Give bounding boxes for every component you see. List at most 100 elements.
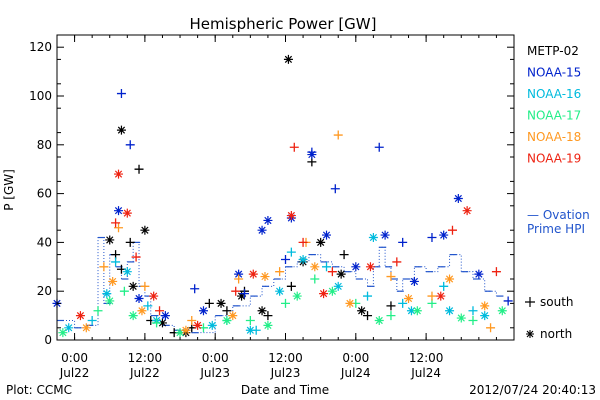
noaa-19-north-point (248, 269, 258, 279)
metp-02-south-point (125, 237, 135, 247)
noaa-16-south-point (322, 262, 332, 272)
noaa-16-north-point (275, 286, 285, 296)
noaa-17-south-point (93, 306, 103, 316)
noaa-19-north-point (462, 206, 472, 216)
legend-north-label: north (540, 327, 572, 341)
noaa-17-north-point (222, 315, 232, 325)
y-tick-label: 0 (44, 333, 52, 347)
noaa-19-north-point (114, 169, 124, 179)
noaa-17-south-point (152, 318, 162, 328)
plot-axes: 0204060801001200:00Jul2212:00Jul220:00Ju… (29, 34, 515, 380)
legend-noaa-18: NOAA-18 (527, 130, 581, 144)
metp-02-south-point (134, 164, 144, 174)
x-tick-time-label: 0:00 (202, 351, 229, 365)
noaa-19-north-point (122, 208, 132, 218)
metp-02-north-point (105, 235, 115, 245)
legend-noaa-15: NOAA-15 (527, 66, 581, 80)
noaa-16-south-point (143, 301, 153, 311)
noaa-15-north-point (351, 262, 361, 272)
noaa-17-north-point (497, 306, 507, 316)
legend-north-marker (526, 330, 534, 338)
noaa-18-south-point (275, 267, 285, 277)
noaa-16-north-point (64, 323, 74, 333)
y-tick-label: 100 (29, 89, 52, 103)
ovation-legend-line1: — Ovation (527, 208, 590, 222)
y-tick-label: 40 (37, 235, 52, 249)
noaa-18-south-point (140, 281, 150, 291)
noaa-18-north-point (81, 323, 91, 333)
noaa-16-north-point (102, 289, 112, 299)
noaa-18-south-point (114, 223, 124, 233)
noaa-19-south-point (447, 225, 457, 235)
ovation-step-line (57, 237, 497, 334)
noaa-15-north-point (257, 225, 267, 235)
metp-02-south-point (222, 306, 232, 316)
noaa-17-north-point (105, 296, 115, 306)
noaa-16-south-point (111, 257, 121, 267)
metp-02-north-point (140, 225, 150, 235)
noaa-16-south-point (87, 315, 97, 325)
y-tick-label: 60 (37, 187, 52, 201)
noaa-15-north-point (322, 230, 332, 240)
y-tick-label: 120 (29, 40, 52, 54)
noaa-19-north-point (286, 211, 296, 221)
noaa-15-north-point (114, 206, 124, 216)
noaa-15-north-point (380, 230, 390, 240)
noaa-18-north-point (228, 311, 238, 321)
noaa-16-north-point (406, 306, 416, 316)
noaa-15-south-point (330, 184, 340, 194)
noaa-15-north-point (134, 294, 144, 304)
noaa-17-north-point (175, 328, 185, 338)
noaa-15-north-point (409, 276, 419, 286)
noaa-15-south-point (125, 140, 135, 150)
noaa-15-south-point (427, 233, 437, 243)
noaa-19-south-point (289, 142, 299, 152)
metp-02-south-point (363, 311, 373, 321)
noaa-17-south-point (468, 315, 478, 325)
noaa-16-north-point (298, 254, 308, 264)
noaa-19-north-point (436, 291, 446, 301)
noaa-19-north-point (75, 311, 85, 321)
noaa-16-north-point (207, 320, 217, 330)
noaa-17-north-point (292, 291, 302, 301)
noaa-17-south-point (119, 286, 129, 296)
metp-02-south-point (339, 250, 349, 260)
metp-02-north-point (157, 318, 167, 328)
footer-source: Plot: CCMC (6, 383, 72, 397)
noaa-15-north-point (198, 306, 208, 316)
noaa-15-south-point (190, 284, 200, 294)
noaa-17-north-point (412, 306, 422, 316)
noaa-19-south-point (491, 267, 501, 277)
x-tick-date-label: Jul23 (199, 366, 230, 380)
noaa-15-north-point (439, 230, 449, 240)
metp-02-north-point (116, 125, 126, 135)
metp-02-south-point (386, 301, 396, 311)
noaa-19-south-point (327, 267, 337, 277)
noaa-17-north-point (456, 313, 466, 323)
ovation-series (57, 236, 504, 334)
footer-timestamp: 2012/07/24 20:40:13 (469, 383, 596, 397)
noaa-15-north-point (474, 269, 484, 279)
noaa-15-north-point (234, 269, 244, 279)
noaa-19-south-point (131, 252, 141, 262)
noaa-15-north-point (263, 215, 273, 225)
noaa-16-south-point (439, 281, 449, 291)
noaa-19-north-point (319, 289, 329, 299)
noaa-15-south-point (116, 89, 126, 99)
noaa-17-north-point (263, 320, 273, 330)
noaa-16-south-point (398, 298, 408, 308)
noaa-18-south-point (333, 130, 343, 140)
noaa-18-north-point (108, 276, 118, 286)
data-series-group (52, 54, 513, 338)
noaa-15-south-point (398, 237, 408, 247)
noaa-19-south-point (231, 286, 241, 296)
noaa-17-north-point (327, 286, 337, 296)
noaa-18-north-point (137, 306, 147, 316)
noaa-16-south-point (286, 247, 296, 257)
noaa-15-north-point (307, 150, 317, 160)
legend-south-marker (525, 297, 535, 307)
noaa-17-north-point (374, 315, 384, 325)
noaa-15-south-point (374, 142, 384, 152)
noaa-18-south-point (187, 315, 197, 325)
